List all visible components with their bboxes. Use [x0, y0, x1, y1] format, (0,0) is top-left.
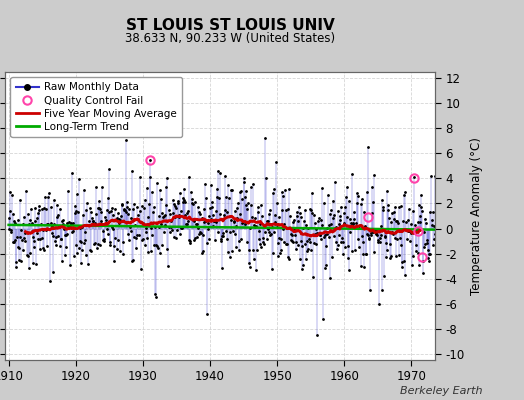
Text: Berkeley Earth: Berkeley Earth: [400, 386, 482, 396]
Legend: Raw Monthly Data, Quality Control Fail, Five Year Moving Average, Long-Term Tren: Raw Monthly Data, Quality Control Fail, …: [10, 77, 182, 137]
Text: ST LOUIS ST LOUIS UNIV: ST LOUIS ST LOUIS UNIV: [126, 18, 335, 33]
Y-axis label: Temperature Anomaly (°C): Temperature Anomaly (°C): [470, 137, 483, 295]
Text: 38.633 N, 90.233 W (United States): 38.633 N, 90.233 W (United States): [125, 32, 336, 45]
